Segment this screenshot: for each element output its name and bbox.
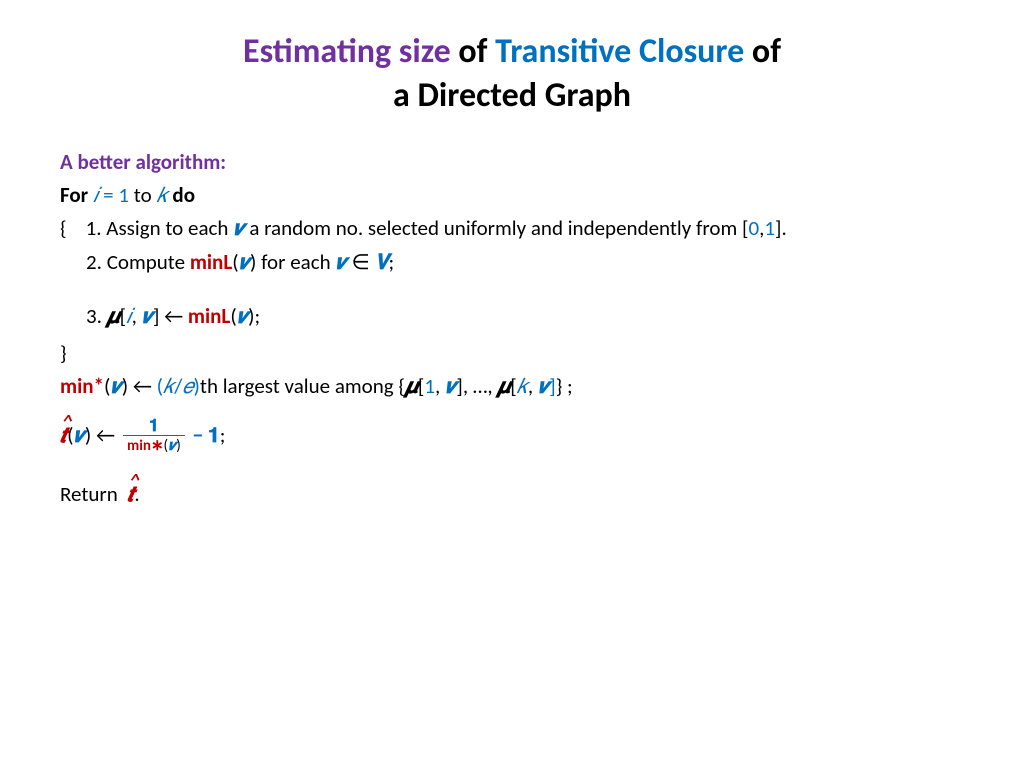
title-seg2: of	[451, 31, 495, 72]
minstar-one: 1	[424, 373, 435, 399]
for-kw: For	[60, 182, 93, 208]
that-semi: ;	[220, 422, 226, 448]
minstar-k: 𝑘	[163, 375, 174, 399]
step2-v2: 𝒗	[335, 251, 346, 275]
return-kw: Return	[60, 481, 127, 507]
step2-line: 2. Compute minL(𝒗) for each 𝒗 ∈ 𝐕;	[86, 246, 964, 300]
that-den-v: 𝒗	[168, 436, 176, 454]
step3-minL: minL	[188, 303, 230, 329]
that-line: 𝒕(𝒗) ← 𝟏 min∗(𝒗) − 𝟏;	[60, 417, 964, 454]
title-seg1: Estimating size	[243, 31, 451, 72]
slide-body: A better algorithm: For 𝑖 = 1 to 𝑘 do { …	[60, 146, 964, 511]
minstar-c1: ,	[435, 373, 445, 399]
return-line: Return 𝒕.	[60, 478, 964, 512]
for-one: 1	[118, 182, 129, 208]
for-eq: =	[98, 182, 118, 208]
step3-line: 3. 𝝁[𝑖, 𝒗] ← minL(𝒗);	[86, 300, 964, 338]
minstar-v1: 𝒗	[445, 375, 456, 399]
step2-v: 𝒗	[239, 251, 250, 275]
minstar-th: th largest value among {	[200, 373, 405, 399]
step1-lead: 1. Assign to each	[67, 215, 234, 241]
step2-semi: ;	[389, 249, 395, 275]
minstar-close: ) ←	[122, 373, 157, 399]
minstar-line: min*(𝒗) ← (𝑘/𝑒)th largest value among {𝝁…	[60, 370, 964, 404]
step2-lead: 2. Compute	[86, 249, 190, 275]
minstar-e: 𝑒	[182, 375, 193, 399]
minstar-v: 𝒗	[110, 375, 121, 399]
title-line2: a Directed Graph	[393, 75, 631, 116]
title-seg3: Transitive Closure	[495, 31, 744, 72]
minstar-mu2: 𝝁	[497, 375, 510, 399]
that-one: 𝟏	[208, 422, 220, 448]
step3-lead: 3.	[86, 303, 107, 329]
step1-v: 𝒗	[233, 217, 244, 241]
step3-close: ] ←	[153, 303, 188, 329]
step3-comma: ,	[132, 303, 142, 329]
step1-close: ].	[775, 215, 787, 241]
subhead: A better algorithm:	[60, 146, 964, 179]
that-p2: ) ←	[85, 422, 115, 448]
slide: { "colors": { "purple": "#7030a0", "blue…	[0, 0, 1024, 768]
that-num: 𝟏	[145, 417, 162, 435]
step1-zero: 0	[748, 215, 759, 241]
for-k: 𝑘	[156, 184, 167, 208]
minstar-min: min*	[60, 373, 104, 399]
for-line: For 𝑖 = 1 to 𝑘 do	[60, 179, 964, 213]
minstar-tail: } ;	[556, 373, 573, 399]
step2-Vset: 𝐕	[375, 251, 389, 275]
that-den-p2: )	[176, 437, 181, 455]
brace-open: {	[60, 215, 67, 241]
step2-minL: minL	[190, 249, 232, 275]
that-t: 𝒕	[60, 420, 67, 453]
that-den-min: min∗	[127, 437, 164, 455]
step3-v2: 𝒗	[237, 305, 248, 329]
minstar-k2: 𝑘	[517, 375, 528, 399]
brace-close: }	[60, 337, 964, 370]
that-minus: −	[193, 422, 208, 448]
slide-title: Estimating size of Transitive Closure of…	[60, 30, 964, 118]
that-right: − 𝟏;	[193, 419, 226, 452]
that-v: 𝒗	[73, 424, 84, 448]
step1-one: 1	[764, 215, 775, 241]
that-den: min∗(𝒗)	[123, 435, 185, 454]
that-frac: 𝟏 min∗(𝒗)	[123, 417, 185, 454]
step1-mid: a random no. selected uniformly and inde…	[245, 215, 749, 241]
minstar-mu1: 𝝁	[405, 375, 418, 399]
step3-mu: 𝝁	[107, 305, 120, 329]
step2-close: ) for each	[250, 249, 335, 275]
title-seg4: of	[744, 31, 781, 72]
minstar-c2: ,	[528, 373, 538, 399]
step3-v: 𝒗	[142, 305, 153, 329]
step2-in: ∈	[347, 249, 375, 275]
minstar-e1: ], …,	[456, 373, 497, 399]
that-left: 𝒕(𝒗) ←	[60, 419, 115, 453]
minstar-v2: 𝒗	[538, 375, 549, 399]
for-to: to	[129, 182, 156, 208]
step3-p2: );	[248, 303, 260, 329]
for-do: do	[168, 182, 195, 208]
return-t: 𝒕	[127, 479, 134, 512]
step1-line: { 1. Assign to each 𝒗 a random no. selec…	[60, 212, 964, 246]
